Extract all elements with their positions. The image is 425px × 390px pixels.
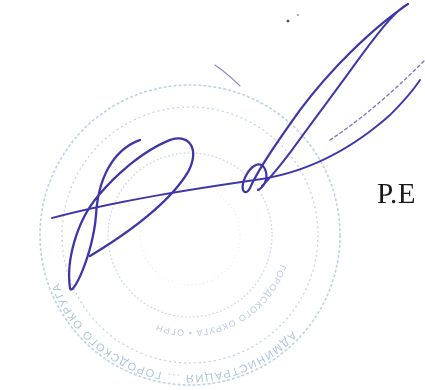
stamp-inner-ring bbox=[107, 152, 273, 318]
stamp-middle-ring bbox=[61, 106, 319, 364]
stamp-inner-text: ГОРОДСКОГО ОКРУГА • ОГРН bbox=[154, 264, 288, 338]
stamp-outer-ring bbox=[39, 84, 341, 386]
signer-initials: Р.Е bbox=[377, 178, 416, 210]
round-stamp: АДМИНИСТРАЦИЯ ... ГОРОДСКОГО ОКРУГА ГОРО… bbox=[39, 84, 341, 386]
handwritten-signature bbox=[51, 2, 425, 291]
